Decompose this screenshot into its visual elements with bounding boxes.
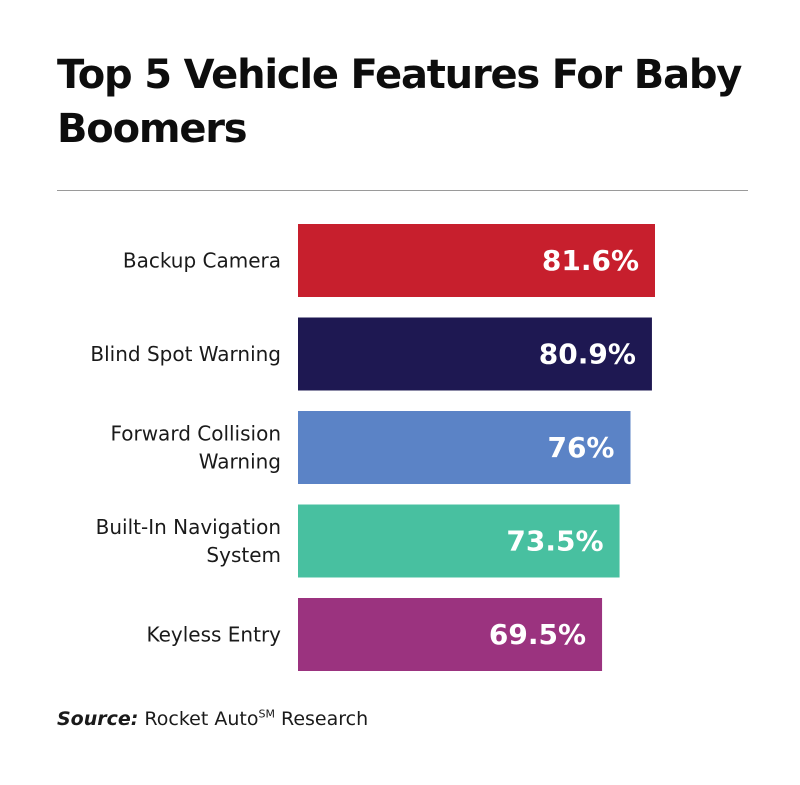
source-label: Source: <box>57 708 139 730</box>
bar-5 <box>298 598 603 671</box>
bar-2 <box>298 317 652 391</box>
value-label-1: 81.6% <box>542 244 639 277</box>
value-label-5: 69.5% <box>489 618 586 651</box>
service-mark: SM <box>258 707 275 721</box>
chart-title: Top 5 Vehicle Features For Baby Boomers <box>57 52 742 152</box>
category-label-4: Built-In Navigation System <box>96 515 281 567</box>
source-note: Source: Rocket AutoSM Research <box>57 708 368 730</box>
value-label-3: 76% <box>547 431 614 464</box>
source-text: Rocket Auto <box>138 708 259 730</box>
category-label-1: Backup Camera <box>123 249 281 273</box>
source-text-end: Research <box>274 708 369 730</box>
title-divider <box>57 190 748 191</box>
bar-4 <box>298 504 620 578</box>
category-label-2: Blind Spot Warning <box>90 342 281 366</box>
category-label-3: Forward Collision Warning <box>110 422 281 474</box>
bar-3 <box>298 411 631 484</box>
value-label-2: 80.9% <box>539 338 636 371</box>
category-label-5: Keyless Entry <box>146 623 281 647</box>
bar-1 <box>298 224 655 297</box>
value-label-4: 73.5% <box>506 525 603 558</box>
